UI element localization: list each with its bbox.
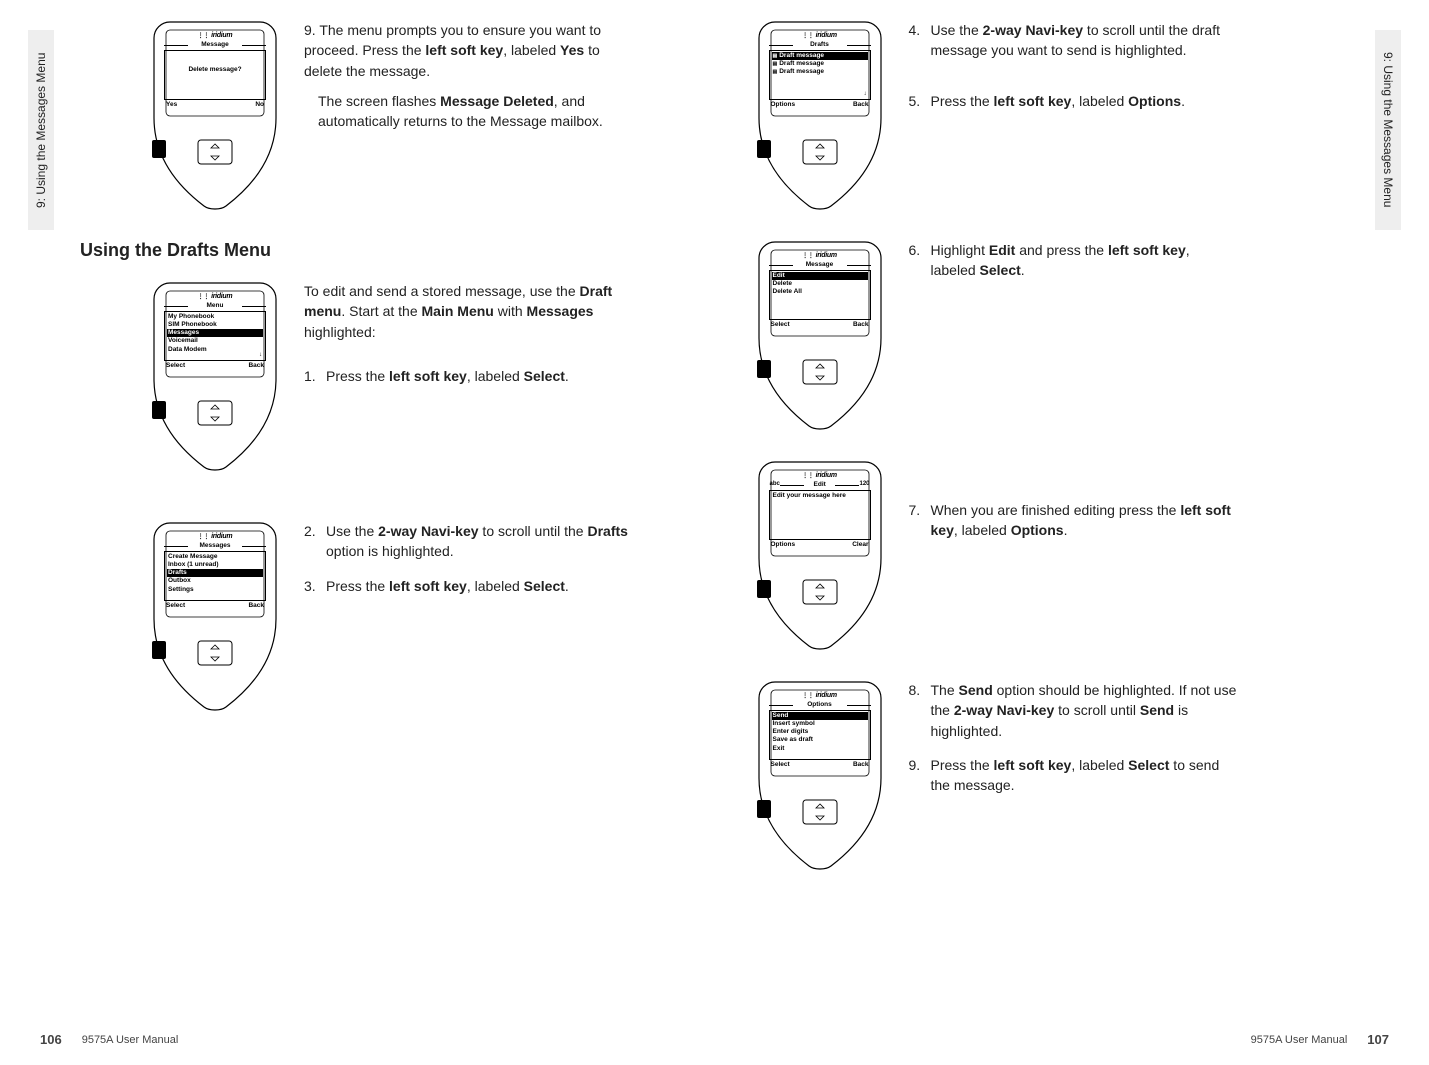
phone-drafts-list: iridium Drafts Draft message Draft messa… — [755, 20, 885, 210]
down-arrow-icon: ↓ — [864, 91, 867, 99]
brand: iridium — [164, 293, 266, 300]
brand: iridium — [769, 252, 871, 259]
step-3: 3.Press the left soft key, labeled Selec… — [304, 576, 634, 596]
menu-item: Enter digits — [772, 728, 868, 736]
side-tab-left: 9: Using the Messages Menu — [28, 30, 54, 230]
softkey-options[interactable]: Options — [771, 101, 796, 108]
softkey-back[interactable]: Back — [853, 761, 869, 768]
screen-title: Edit — [780, 481, 860, 488]
step-6: 6.Highlight Edit and press the left soft… — [909, 240, 1239, 295]
char-count: 120 — [859, 481, 869, 490]
menu-item: Save as draft — [772, 736, 868, 744]
menu-item-highlighted: Edit — [772, 272, 868, 280]
brand: iridium — [164, 533, 266, 540]
menu-item: Delete — [772, 280, 868, 288]
screen-title: Message — [769, 261, 871, 268]
phone-messages-menu: iridium Messages Create Message Inbox (1… — [150, 521, 280, 711]
screen-title: Options — [769, 701, 871, 708]
down-arrow-icon: ↓ — [259, 352, 262, 360]
softkey-select[interactable]: Select — [771, 321, 790, 328]
step-7: 7.When you are finished editing press th… — [909, 460, 1239, 555]
screen-title: Messages — [164, 542, 266, 549]
section-title: Using the Drafts Menu — [80, 240, 675, 261]
steps-2-3: 2.Use the 2-way Navi-key to scroll until… — [304, 521, 634, 610]
softkey-options[interactable]: Options — [771, 541, 796, 548]
footer-left: 106 9575A User Manual — [40, 1032, 178, 1047]
menu-item: Inbox (1 unread) — [167, 561, 263, 569]
step-2: 2.Use the 2-way Navi-key to scroll until… — [304, 521, 634, 562]
softkey-back[interactable]: Back — [248, 602, 264, 609]
brand: iridium — [164, 32, 266, 39]
phone-send-options: iridium Options Send Insert symbol Enter… — [755, 680, 885, 870]
brand: iridium — [769, 32, 871, 39]
side-tab-right: 9: Using the Messages Menu — [1375, 30, 1401, 230]
softkey-select[interactable]: Select — [166, 602, 185, 609]
phone-message-options: iridium Message Edit Delete Delete All S… — [755, 240, 885, 430]
menu-item-highlighted: Messages — [167, 329, 263, 337]
draft-item: Draft message — [772, 60, 868, 68]
footer-right: 9575A User Manual 107 — [1251, 1032, 1389, 1047]
phone-delete-message: iridium Message Delete message? Yes No — [150, 20, 280, 210]
menu-item-highlighted: Send — [772, 712, 868, 720]
step-8: 8.The Send option should be highlighted.… — [909, 680, 1239, 741]
menu-item: Exit — [772, 745, 868, 753]
input-mode: abc — [770, 481, 780, 490]
phone-edit-message: iridium abc Edit 120 Edit your message h… — [755, 460, 885, 650]
phone-main-menu: iridium Menu My Phonebook SIM Phonebook … — [150, 281, 280, 471]
menu-item: Data Modem — [167, 346, 263, 354]
steps-4-5: 4.Use the 2-way Navi-key to scroll until… — [909, 20, 1239, 125]
draft-item-highlighted: Draft message — [772, 52, 868, 60]
menu-item: Outbox — [167, 577, 263, 585]
menu-item: My Phonebook — [167, 313, 263, 321]
right-page: 9: Using the Messages Menu iridium Draft… — [715, 0, 1429, 1065]
softkey-back[interactable]: Back — [853, 101, 869, 108]
draft-item: Draft message — [772, 68, 868, 76]
steps-8-9: 8.The Send option should be highlighted.… — [909, 680, 1239, 809]
brand: iridium — [769, 692, 871, 699]
menu-item: Insert symbol — [772, 720, 868, 728]
screen-title: Menu — [164, 302, 266, 309]
step-9: 9.Press the left soft key, labeled Selec… — [909, 755, 1239, 796]
menu-item-highlighted: Drafts — [167, 569, 263, 577]
screen-title: Drafts — [769, 41, 871, 48]
step-1: 1.Press the left soft key, labeled Selec… — [304, 366, 634, 386]
left-page: 9: Using the Messages Menu iridium Messa… — [0, 0, 715, 1065]
menu-item: Voicemail — [167, 337, 263, 345]
step-9-text: 9. The menu prompts you to ensure you wa… — [304, 20, 634, 141]
softkey-yes[interactable]: Yes — [166, 101, 177, 108]
step-4: 4.Use the 2-way Navi-key to scroll until… — [909, 20, 1239, 61]
delete-prompt: Delete message? — [167, 52, 263, 74]
softkey-back[interactable]: Back — [853, 321, 869, 328]
menu-item: Settings — [167, 586, 263, 594]
softkey-select[interactable]: Select — [166, 362, 185, 369]
softkey-back[interactable]: Back — [248, 362, 264, 369]
softkey-clear[interactable]: Clear — [852, 541, 868, 548]
menu-item: SIM Phonebook — [167, 321, 263, 329]
brand: iridium — [769, 472, 871, 479]
softkey-select[interactable]: Select — [771, 761, 790, 768]
softkey-no[interactable]: No — [255, 101, 264, 108]
screen-title: Message — [164, 41, 266, 48]
edit-text: Edit your message here — [772, 492, 868, 500]
menu-item: Delete All — [772, 288, 868, 296]
drafts-intro: To edit and send a stored message, use t… — [304, 281, 634, 400]
menu-item: Create Message — [167, 553, 263, 561]
step-5: 5.Press the left soft key, labeled Optio… — [909, 91, 1239, 111]
